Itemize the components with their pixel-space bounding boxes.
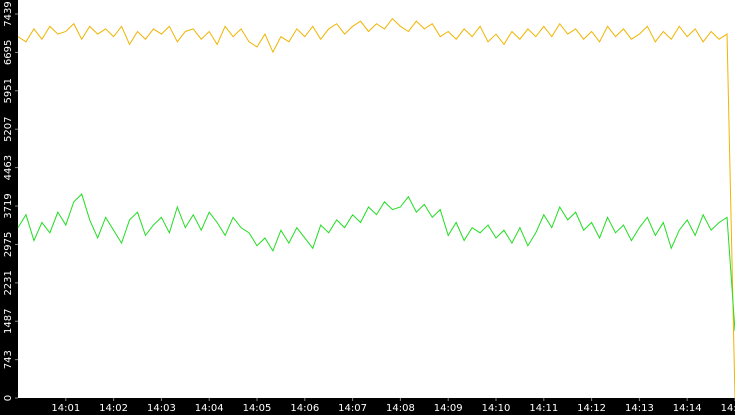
y-tick-label: 743 xyxy=(3,350,14,369)
x-tick-label: 14:14 xyxy=(673,403,702,414)
y-tick-label: 7439 xyxy=(3,1,14,26)
x-tick-label: 14:07 xyxy=(338,403,367,414)
y-tick-label: 5951 xyxy=(3,78,14,103)
series-line xyxy=(17,193,735,331)
y-tick-label: 2231 xyxy=(3,270,14,295)
y-tick-label: 0 xyxy=(3,395,14,401)
x-tick-label: 14:12 xyxy=(577,403,606,414)
x-tick-label: 14:08 xyxy=(386,403,415,414)
x-tick-label: 14:13 xyxy=(625,403,654,414)
x-tick-label: 14:01 xyxy=(51,403,80,414)
y-tick-label: 2975 xyxy=(3,232,14,257)
y-tick-label: 6695 xyxy=(3,40,14,65)
x-tick-label: 14:06 xyxy=(290,403,319,414)
y-tick-label: 5207 xyxy=(3,116,14,141)
x-tick-label: 14:03 xyxy=(147,403,176,414)
x-tick-label: 14:09 xyxy=(434,403,463,414)
x-tick-label: 14:02 xyxy=(99,403,128,414)
series-line xyxy=(17,17,735,399)
y-tick-label: 3719 xyxy=(3,193,14,218)
x-tick-label: 14:05 xyxy=(243,403,272,414)
y-tick-label: 4463 xyxy=(3,155,14,180)
y-tick-label: 1487 xyxy=(3,309,14,334)
x-tick-label: 14:15 xyxy=(721,403,735,414)
x-tick-label: 14:11 xyxy=(529,403,558,414)
x-axis-bar xyxy=(0,398,735,415)
x-tick-label: 14:04 xyxy=(195,403,224,414)
x-tick-label: 14:10 xyxy=(482,403,511,414)
y-axis-bar xyxy=(0,0,18,415)
